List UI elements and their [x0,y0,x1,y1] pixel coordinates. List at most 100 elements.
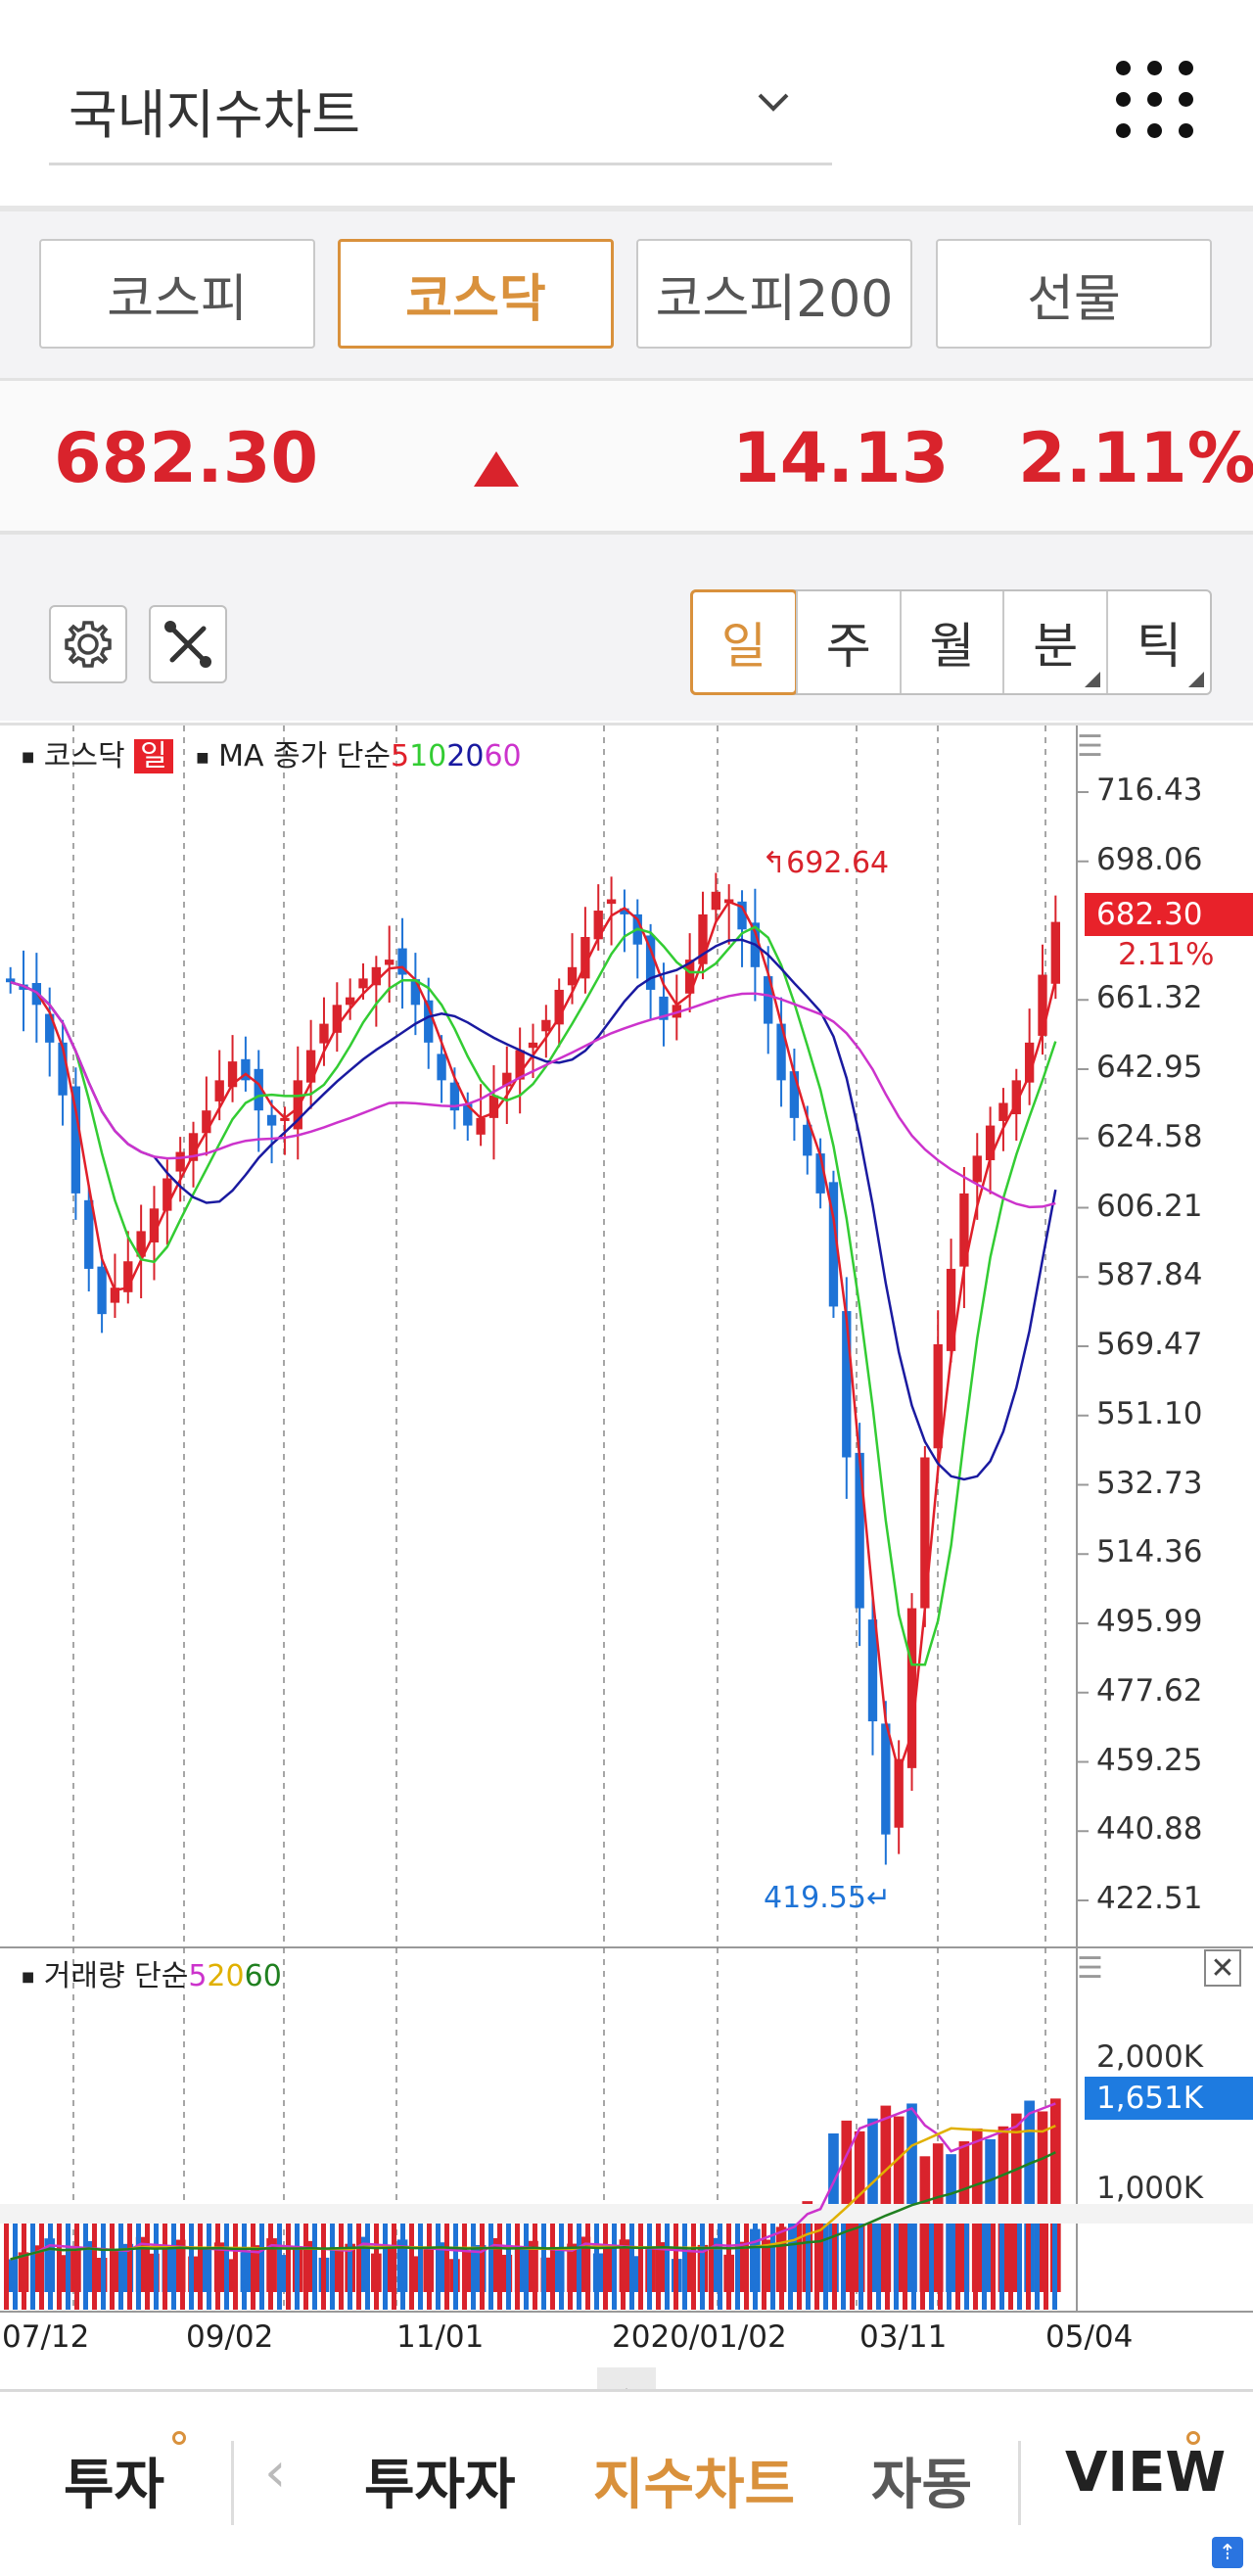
volume-history-bar [541,2224,546,2310]
tab-monthly[interactable]: 월 [899,591,1003,693]
tab-kospi[interactable]: 코스피 [39,239,315,349]
candle-body [45,1013,55,1043]
market-tabs: 코스피 코스닥 코스피200 선물 [0,211,1253,378]
chart-area[interactable]: ■ 코스닥 일 ■ MA 종가 단순5102060 ■ 거래량 단순52060 … [0,723,1253,2367]
y-tick-label: 440.88 [1096,1811,1203,1848]
volume-history-bar [488,2224,493,2310]
volume-history-bar [859,2224,863,2310]
volume-history-bar [665,2224,670,2310]
candle-body [293,1080,302,1130]
volume-bar [1024,2100,1035,2292]
volume-history-bar [57,2224,62,2310]
settings-button[interactable] [49,605,127,683]
volume-bar [201,2249,212,2292]
volume-history-bar [947,2224,951,2310]
candle-body [84,1199,94,1269]
nav-item-view[interactable]: VIEW [1065,2441,1227,2505]
candle-body [123,1261,133,1292]
volume-history-bar [506,2224,511,2310]
volume-legend: ■ 거래량 단순52060 [22,1951,282,1994]
tab-futures[interactable]: 선물 [936,239,1212,349]
chart-canvas[interactable] [0,726,1253,2370]
volume-history-bar [48,2224,53,2310]
tab-kosdaq[interactable]: 코스닥 [338,239,614,349]
index-chart-dropdown-label: 국내지수차트 [69,84,361,146]
volume-history-bar [876,2224,881,2310]
tab-kospi200[interactable]: 코스피200 [636,239,912,349]
volume-history-bar [1017,2224,1022,2310]
tab-weekly[interactable]: 주 [795,591,900,693]
tab-tick[interactable]: 틱 [1106,591,1210,693]
candle-body [933,1343,943,1449]
candle-body [397,948,407,975]
candle-body [175,1151,185,1172]
volume-history-bar [145,2224,150,2310]
price-summary: 682.30 14.13 2.11% [0,378,1253,535]
high-price-label: ↰692.64 [762,846,890,880]
volume-history-bar [973,2224,978,2310]
volume-history-bar [964,2224,969,2310]
nav-item-index-chart[interactable]: 지수차트 [593,2454,796,2517]
volume-history-bar [277,2224,282,2310]
candle-body [410,979,421,1006]
candle-body [737,901,747,930]
tab-minute[interactable]: 분 [1002,591,1106,693]
volume-history-bar [356,2224,361,2310]
candle-body [985,1125,996,1161]
volume-history-bar [770,2224,775,2310]
candle-body [214,1080,224,1101]
nav-item-investor[interactable]: 투자자 [364,2454,516,2517]
volume-history-bar [110,2224,115,2310]
pane-menu-icon[interactable]: ☰ [1077,729,1103,764]
candle-body [110,1288,120,1303]
volume-history-bar [118,2224,123,2310]
scroll-top-icon[interactable]: ⇡ [1212,2537,1243,2568]
legend-square-icon: ■ [196,749,209,766]
nav-scroll-left-icon[interactable]: ‹ [264,2441,287,2505]
volume-history-bar [656,2224,661,2310]
volume-history-bar [753,2224,758,2310]
notification-dot [172,2431,186,2445]
pane-menu-icon[interactable]: ☰ [1077,1951,1103,1986]
volume-history-bar [127,2224,132,2310]
candle-body [1011,1080,1021,1115]
candle-body [476,1117,486,1135]
volume-history-bar [268,2224,273,2310]
bottom-nav: 투자 ‹ 투자자 지수차트 자동 VIEW ⇡ [0,2389,1253,2576]
volume-history-bar [885,2224,890,2310]
candle-body [97,1266,107,1315]
volume-history-bar [497,2224,502,2310]
volume-history-bar [894,2224,899,2310]
index-chart-dropdown[interactable]: 국내지수차트 [49,54,832,165]
volume-history-bar [303,2224,308,2310]
volume-history-bar [735,2224,740,2310]
volume-history-bar [682,2224,687,2310]
volume-history-bar [1026,2224,1031,2310]
volume-history-bar [594,2224,599,2310]
volume-history-bar [480,2224,485,2310]
wrench-screwdriver-icon [164,621,211,668]
volume-history-bar [929,2224,934,2310]
tab-daily[interactable]: 일 [690,589,798,695]
volume-history-bar [330,2224,335,2310]
candle-body [227,1061,238,1088]
candle-body [881,1723,891,1835]
candle-body [437,1054,446,1081]
volume-history-bar [568,2224,573,2310]
tools-button[interactable] [149,605,227,683]
close-volume-pane-button[interactable]: ✕ [1204,1949,1241,1987]
volume-history-bar [533,2224,537,2310]
y-tick-label: 606.21 [1096,1188,1203,1224]
menu-grid-icon[interactable] [1116,61,1194,139]
volume-history-bar [629,2224,634,2310]
candle-body [528,1042,538,1049]
volume-history-bar [39,2224,44,2310]
volume-history-bar [66,2224,70,2310]
nav-item-invest[interactable]: 투자 [64,2454,165,2517]
volume-history-bar [718,2224,722,2310]
volume-bar [279,2255,291,2292]
volume-history-bar [938,2224,943,2310]
nav-item-auto[interactable]: 자동 [871,2454,973,2517]
up-triangle-icon [474,451,519,487]
volume-bar [384,2246,395,2292]
